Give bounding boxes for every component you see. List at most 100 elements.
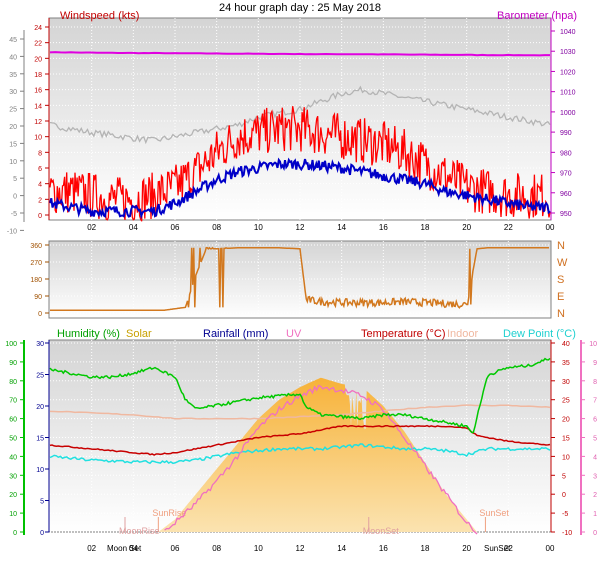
outer-axis-tick-label: -5: [11, 211, 17, 218]
wind-x-tick-label: 10: [254, 223, 263, 232]
windspeed-tick-label: 10: [34, 135, 42, 142]
humidity-tick-label: 60: [9, 417, 17, 424]
humidity-tick-label: 30: [9, 473, 17, 480]
temperature-tick-label: 25: [562, 398, 570, 405]
marker-label: MoonRise: [119, 526, 160, 536]
uv-tick-label: 0: [593, 530, 597, 537]
humidity-tick-label: 40: [9, 454, 17, 461]
outer-axis-tick-label: 0: [13, 194, 17, 201]
humidity-tick-label: 10: [9, 511, 17, 518]
humidity-tick-label: 80: [9, 379, 17, 386]
direction-tick-label: 360: [30, 243, 42, 250]
barometer-tick-label: 980: [560, 150, 572, 157]
uv-tick-label: 6: [593, 417, 597, 424]
temperature-tick-label: 5: [562, 473, 566, 480]
temperature-tick-label: 40: [562, 341, 570, 348]
temperature-tick-label: 15: [562, 436, 570, 443]
humidity-label: Humidity (%): [57, 328, 120, 340]
windspeed-tick-label: 6: [38, 166, 42, 173]
humidity-tick-label: 90: [9, 360, 17, 367]
compass-tick-label: N: [557, 308, 565, 320]
direction-tick-label: 90: [34, 294, 42, 301]
wind-panel-axes: 454035302520151050-5-1024222018161412108…: [7, 18, 576, 235]
barometer-tick-label: 970: [560, 171, 572, 178]
weather-x-tick-label: 06: [171, 544, 180, 553]
rainfall-tick-label: 20: [36, 404, 44, 411]
uv-tick-label: 5: [593, 436, 597, 443]
barometer-tick-label: 1000: [560, 110, 576, 117]
outer-axis-tick-label: 40: [9, 54, 17, 61]
humidity-tick-label: 100: [5, 341, 17, 348]
wind-x-tick-label: 16: [379, 223, 388, 232]
weather-x-tick-label: 14: [337, 544, 346, 553]
compass-tick-label: S: [557, 274, 564, 286]
barometer-tick-label: 960: [560, 191, 572, 198]
windspeed-tick-label: 18: [34, 72, 42, 79]
barometer-axis-label: Barometer (hpa): [497, 10, 577, 22]
direction-panel-series: [50, 246, 549, 311]
windspeed-tick-label: 8: [38, 150, 42, 157]
uv-tick-label: 9: [593, 360, 597, 367]
moon-set-tick-label: Moon Set: [107, 544, 142, 553]
windspeed-tick-label: 14: [34, 103, 42, 110]
uv-tick-label: 2: [593, 492, 597, 499]
rainfall-tick-label: 0: [40, 530, 44, 537]
dew-point-label: Dew Point (°C): [503, 328, 576, 340]
windspeed-tick-label: 20: [34, 56, 42, 63]
uv-tick-label: 7: [593, 398, 597, 405]
compass-tick-label: W: [557, 257, 568, 269]
direction-tick-label: 270: [30, 260, 42, 267]
wind-x-tick-label: 08: [212, 223, 221, 232]
direction-tick-label: 180: [30, 277, 42, 284]
windspeed-tick-label: 24: [34, 25, 42, 32]
wind-x-tick-label: 22: [504, 223, 513, 232]
wind-direction-line: [50, 246, 549, 311]
humidity-tick-label: 50: [9, 436, 17, 443]
weather-x-tick-label: 16: [379, 544, 388, 553]
outer-axis-tick-label: 10: [9, 159, 17, 166]
marker-label: MoonSet: [363, 526, 400, 536]
marker-label: SunSet: [479, 508, 509, 518]
rainfall-tick-label: 5: [40, 499, 44, 506]
windspeed-line: [49, 106, 551, 222]
temperature-label: Temperature (°C): [361, 328, 445, 340]
outer-axis-tick-label: 30: [9, 89, 17, 96]
rainfall-tick-label: 15: [36, 436, 44, 443]
uv-tick-label: 10: [589, 341, 597, 348]
temperature-tick-label: 0: [562, 492, 566, 499]
wind-x-tick-label: 12: [296, 223, 305, 232]
windspeed-tick-label: 22: [34, 41, 42, 48]
weather-x-tick-label: 04: [129, 544, 138, 553]
barometer-line: [49, 51, 550, 57]
outer-axis-tick-label: 45: [9, 37, 17, 44]
wind-x-tick-label: 14: [337, 223, 346, 232]
marker-label: SunRise: [152, 508, 186, 518]
barometer-tick-label: 1010: [560, 90, 576, 97]
direction-panel-grid: [50, 241, 550, 318]
temperature-line: [49, 424, 551, 456]
barometer-tick-label: 1030: [560, 49, 576, 56]
rainfall-tick-label: 25: [36, 373, 44, 380]
humidity-line: [49, 357, 551, 434]
indoor-label: Indoor: [447, 328, 479, 340]
humidity-tick-label: 0: [13, 530, 17, 537]
barometer-tick-label: 1040: [560, 29, 576, 36]
weather-x-tick-label: 22: [504, 544, 513, 553]
weather-x-tick-label: 20: [462, 544, 471, 553]
compass-tick-label: N: [557, 240, 565, 252]
weather-panel-legend: Humidity (%) Solar Rainfall (mm) UV Temp…: [57, 328, 576, 340]
temperature-tick-label: 20: [562, 417, 570, 424]
wind-panel-series: [49, 51, 551, 222]
outer-axis-tick-label: 35: [9, 72, 17, 79]
outer-axis-tick-label: 15: [9, 141, 17, 148]
page-title: 24 hour graph day : 25 May 2018: [219, 2, 381, 14]
rainfall-tick-label: 30: [36, 341, 44, 348]
uv-tick-label: 4: [593, 454, 597, 461]
solar-label: Solar: [126, 328, 152, 340]
temperature-tick-label: -10: [562, 530, 572, 537]
uv-line: [164, 384, 478, 535]
wind-average-line: [49, 157, 551, 220]
direction-tick-label: 0: [38, 311, 42, 318]
rainfall-tick-label: 10: [36, 467, 44, 474]
